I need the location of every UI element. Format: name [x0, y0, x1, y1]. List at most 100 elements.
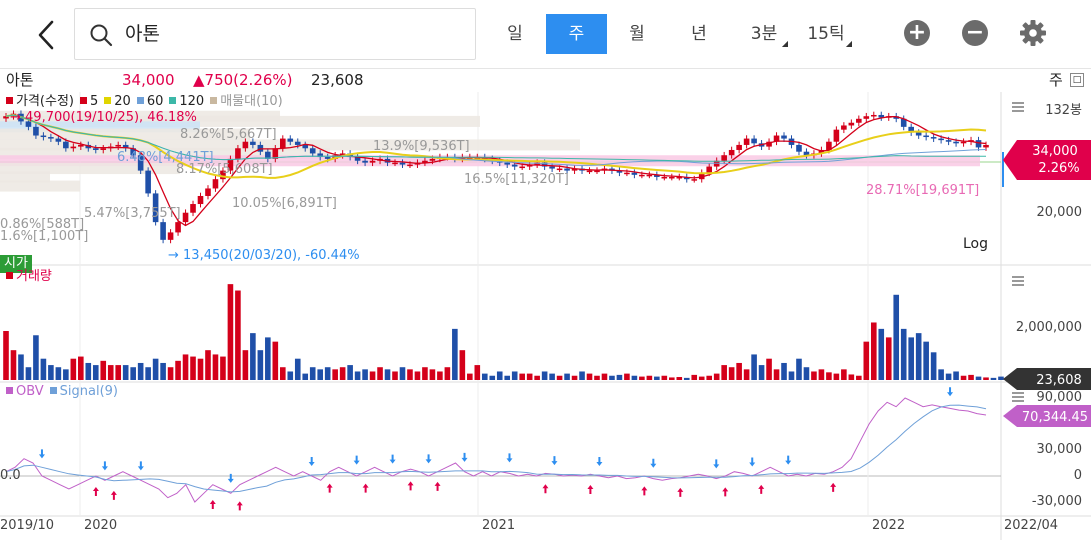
volume-bar	[197, 358, 204, 380]
volume-bar	[661, 375, 668, 380]
volume-bar	[556, 375, 563, 380]
candle-body	[392, 162, 398, 165]
volume-bar	[85, 362, 92, 380]
candle-body	[571, 168, 578, 171]
chart-canvas[interactable]	[0, 92, 1091, 540]
volume-profile-label: 8.17%[5,608T]	[176, 162, 273, 177]
volume-bar	[930, 352, 937, 380]
open-price-tag: 시가	[0, 255, 32, 273]
volume-bar	[908, 337, 914, 380]
volume-bar	[489, 375, 496, 380]
search-box[interactable]	[74, 8, 476, 60]
volume-bar	[369, 371, 376, 380]
period-tab-tick[interactable]: 15틱 ◢	[798, 14, 854, 54]
volume-profile-band	[0, 163, 180, 175]
period-tab-week[interactable]: 주	[546, 14, 607, 54]
period-tab-day[interactable]: 일	[490, 14, 540, 54]
volume-bar	[683, 377, 690, 380]
period-tab-minute[interactable]: 3분 ◢	[738, 14, 790, 54]
period-tab-year[interactable]: 년	[674, 14, 724, 54]
stock-info-row: 아톤 34,000 ▲750(2.26%) 23,608 주 □	[0, 68, 1091, 92]
volume-bar	[347, 365, 353, 380]
period-tab-month[interactable]: 월	[612, 14, 662, 54]
unit-label: 주	[1049, 71, 1063, 89]
candle-body	[983, 144, 989, 148]
volume-bar	[713, 373, 720, 380]
current-price: 34,000	[122, 71, 175, 89]
candle-body	[265, 151, 271, 159]
expand-toggle[interactable]: □	[1070, 73, 1084, 87]
zoom-in-button[interactable]: +	[904, 20, 930, 46]
candle-body	[841, 125, 847, 130]
volume-bar	[324, 367, 331, 380]
moving-averages	[5, 113, 987, 227]
volume-bar	[833, 373, 840, 380]
volume-bar	[145, 367, 151, 380]
volume-profile-label: 1.6%[1,100T]	[0, 229, 89, 244]
price-flag-value: 34,000	[1032, 144, 1078, 159]
volume-bar	[459, 350, 466, 380]
volume-bar	[534, 375, 540, 380]
volume-bar	[122, 365, 129, 380]
candle-body	[564, 168, 570, 171]
legend-obv: OBV	[6, 384, 44, 399]
volume-bar	[983, 377, 989, 380]
period-tab-label: 월	[629, 24, 645, 44]
volume-bar	[422, 367, 428, 380]
bar-count-label: 132봉	[1045, 103, 1082, 118]
log-scale-toggle[interactable]: Log	[963, 236, 989, 252]
gear-icon[interactable]	[1018, 18, 1048, 48]
volume-bar	[953, 371, 959, 380]
candle-body	[250, 141, 256, 145]
candle-body	[766, 141, 772, 147]
legend-ma120: 120	[169, 94, 204, 109]
zoom-out-button[interactable]: −	[962, 20, 988, 46]
volume-bar	[309, 367, 316, 380]
volume-bar	[332, 369, 338, 380]
candle-body	[781, 135, 787, 139]
candle-body	[197, 195, 204, 205]
volume-bar	[803, 367, 810, 380]
back-arrow-icon[interactable]	[30, 18, 64, 52]
period-tab-label: 3분	[750, 24, 778, 44]
candle-body	[235, 148, 241, 159]
volume-profile-label: 13.9%[9,536T]	[373, 139, 470, 154]
volume-bar	[10, 350, 17, 380]
candle-body	[272, 148, 279, 159]
volume-bar	[317, 369, 323, 380]
sell-arrow-icon	[389, 454, 396, 464]
candle-body	[870, 114, 877, 117]
volume-legend: 거래량	[6, 269, 52, 285]
volume-bar	[504, 375, 511, 380]
sell-arrow-icon	[506, 453, 513, 463]
volume-bar	[55, 367, 62, 380]
volume-bar	[870, 322, 877, 380]
volume-flag: 23,608	[1003, 368, 1091, 390]
candle-body	[160, 222, 166, 240]
volume-bar	[287, 371, 294, 380]
volume-bar	[302, 373, 309, 380]
period-tab-label: 년	[691, 24, 707, 44]
plus-icon: +	[907, 20, 927, 45]
candle-body	[354, 157, 361, 161]
candle-body	[698, 172, 705, 180]
search-input[interactable]	[125, 21, 455, 43]
volume-bar	[137, 362, 144, 380]
volume-bar	[205, 350, 211, 380]
candle-body	[242, 141, 249, 149]
price-change: ▲750(2.26%)	[193, 71, 293, 89]
volume-bar	[698, 376, 705, 380]
ma120-line	[5, 114, 986, 162]
candle-body	[938, 138, 944, 141]
volume-bar	[945, 373, 952, 380]
obv-legend: OBV Signal(9)	[6, 384, 124, 400]
ma5-line	[5, 114, 987, 227]
dropdown-corner-icon: ◢	[781, 39, 788, 48]
volume-panel-menu-icon[interactable]	[1012, 276, 1024, 286]
volume-bar	[377, 367, 383, 380]
obv-panel-menu-icon[interactable]	[1012, 392, 1024, 402]
chart-area[interactable]: 가격(수정) 5 20 60 120 매물대(10) → 49,700(19/10/25)…	[0, 92, 1091, 540]
candle-body	[3, 116, 9, 119]
legend-price: 가격(수정)	[6, 94, 74, 109]
price-panel-menu-icon[interactable]	[1012, 102, 1024, 112]
